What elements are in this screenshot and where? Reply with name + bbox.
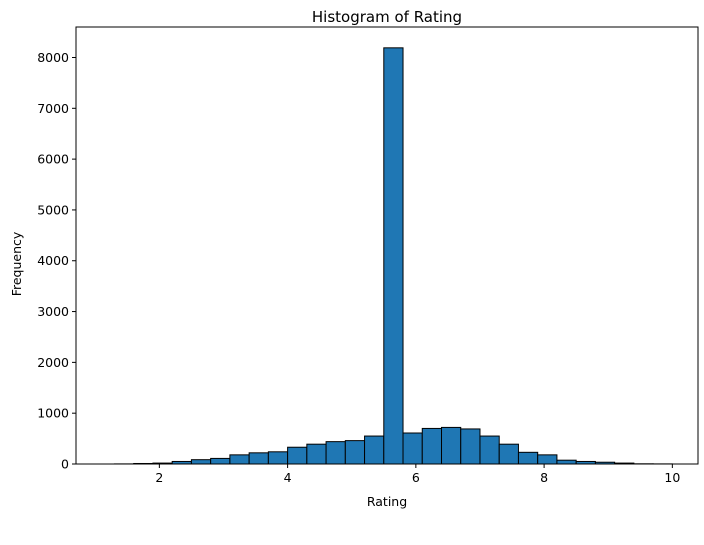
histogram-bar-22 [517,451,539,465]
y-tick-label: 0 [61,457,69,472]
y-tick-label: 8000 [37,50,69,65]
y-axis: 0 1000 2000 3000 4000 5000 6000 7000 8000 [37,50,76,472]
y-tick-label: 4000 [37,253,69,268]
histogram-bar-15 [383,47,404,465]
histogram-bar-17 [421,427,443,465]
histogram-bar-23 [537,454,558,465]
x-axis: 2 4 6 8 10 [155,464,680,485]
bars-group [113,47,673,465]
histogram-bar-19 [460,428,481,465]
histogram-bar-12 [325,441,346,465]
plot-frame [75,26,699,465]
y-tick-label: 5000 [37,202,69,217]
y-tick-label: 7000 [37,101,69,116]
x-axis-label: Rating [367,494,407,509]
histogram-bar-5 [190,459,212,465]
histogram-bar-16 [402,432,423,465]
histogram-bar-9 [267,451,289,465]
histogram-bar-24 [556,459,577,465]
histogram-bar-18 [441,426,462,465]
x-tick-label: 10 [664,470,680,485]
histogram-bar-11 [306,443,327,465]
chart-title: Histogram of Rating [312,8,462,26]
x-tick-label: 2 [155,470,163,485]
y-tick-label: 6000 [37,152,69,167]
y-axis-label: Frequency [9,231,24,296]
histogram-bar-7 [229,454,250,465]
x-tick-label: 4 [284,470,292,485]
x-tick-label: 6 [412,470,420,485]
x-tick-label: 8 [540,470,548,485]
histogram-bar-21 [498,443,519,465]
histogram-bar-6 [210,457,231,465]
y-tick-label: 3000 [37,304,69,319]
histogram-bar-8 [248,452,269,465]
histogram-bar-13 [344,440,366,465]
histogram-bar-10 [287,446,308,465]
y-tick-label: 2000 [37,355,69,370]
histogram-bar-20 [479,435,500,465]
y-tick-label: 1000 [37,406,69,421]
histogram-bar-14 [364,435,385,465]
